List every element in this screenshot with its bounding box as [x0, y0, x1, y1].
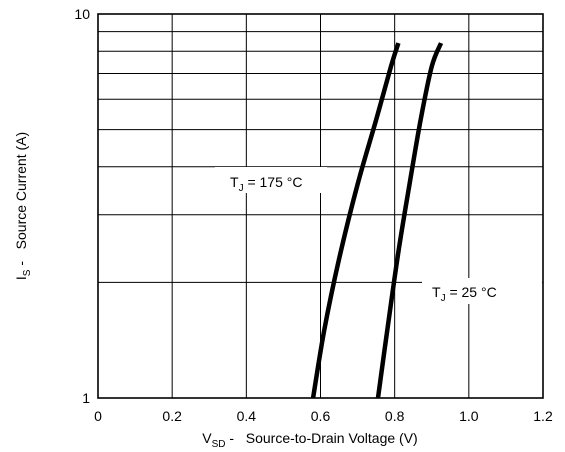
series-group	[310, 42, 444, 399]
x-tick-label: 0.4	[237, 408, 257, 424]
x-tick-label: 0.8	[385, 408, 405, 424]
x-tick-label: 1.0	[459, 408, 479, 424]
y-tick-label: 1	[82, 390, 90, 406]
y-axis-label: IS - Source Current (A)	[13, 132, 33, 280]
x-tick-label: 0.6	[311, 408, 331, 424]
annotation-text: TJ = 175 °C	[230, 174, 302, 194]
annotation-tj-175: TJ = 175 °C	[215, 167, 327, 194]
x-tick-label: 1.2	[533, 408, 553, 424]
series-line-tj-25	[375, 42, 444, 399]
grid	[98, 14, 543, 398]
x-tick-label: 0.2	[162, 408, 182, 424]
annotation-text: TJ = 25 °C	[432, 284, 497, 304]
y-tick-label: 10	[74, 6, 90, 22]
tick-labels: 0 0.2 0.4 0.6 0.8 1.0 1.2 1 10	[74, 6, 553, 424]
plot-frame	[97, 13, 544, 399]
x-axis-label: VSD - Source-to-Drain Voltage (V)	[202, 430, 417, 450]
series-line-tj-175	[310, 42, 401, 399]
annotation-tj-25: TJ = 25 °C	[422, 278, 542, 304]
annotation-bg	[215, 167, 327, 193]
annotation-bg	[422, 278, 542, 304]
x-tick-label: 0	[94, 408, 102, 424]
